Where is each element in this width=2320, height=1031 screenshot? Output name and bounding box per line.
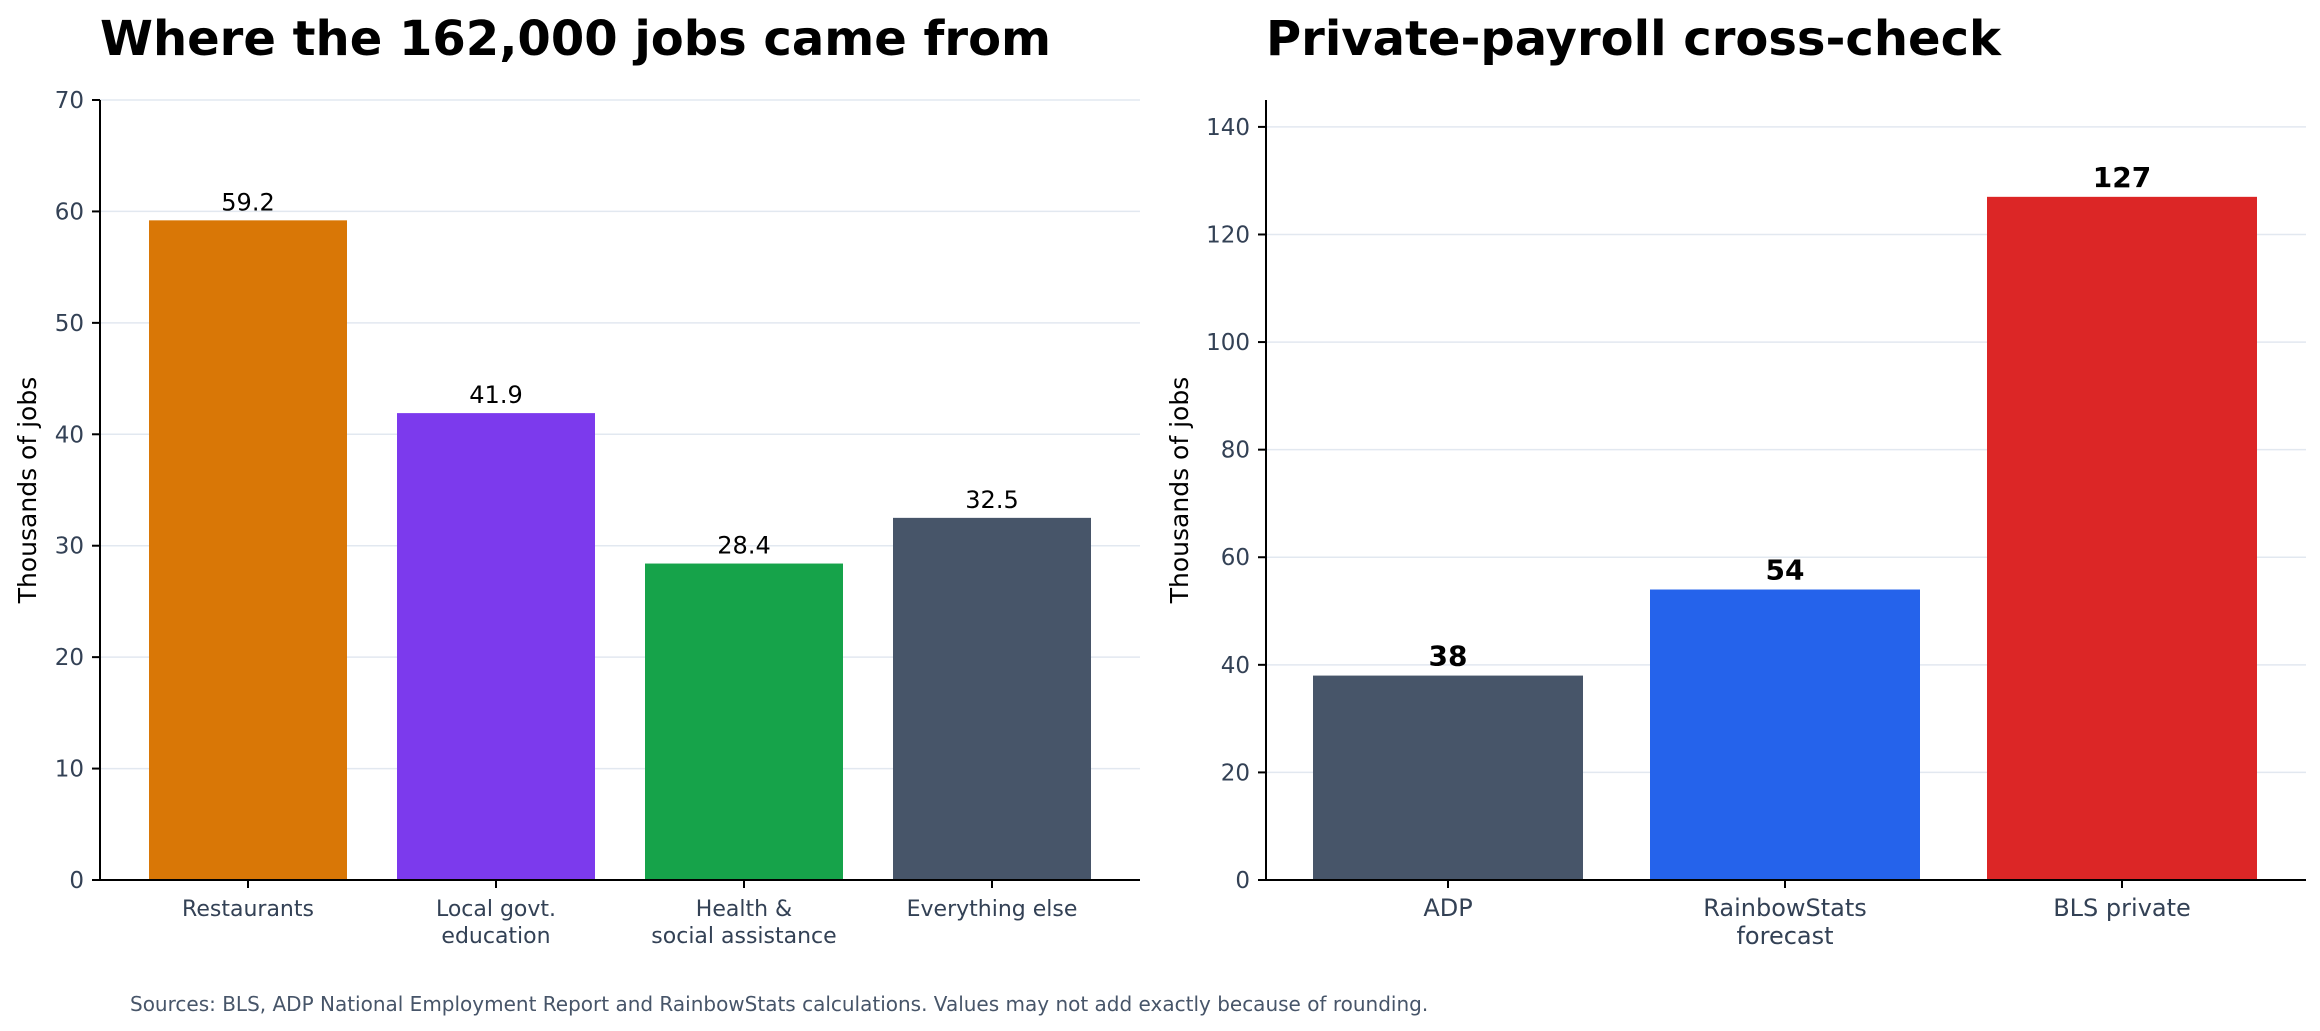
jobs-by-sector-chart: Where the 162,000 jobs came from 0 10 20 30 4… — [13, 11, 1140, 949]
bar-value-label: 54 — [1766, 554, 1805, 587]
x-tick-label-line: Health & — [696, 897, 792, 922]
x-tick-label-line: BLS private — [2053, 894, 2191, 922]
x-tick-label: Health & social assistance — [651, 897, 836, 949]
x-tick-label: Everything else — [907, 897, 1078, 922]
y-tick-label: 60 — [1221, 545, 1250, 571]
x-tick-label: BLS private — [2053, 894, 2191, 922]
x-tick-label: Restaurants — [182, 897, 314, 922]
y-axis-label: Thousands of jobs — [13, 377, 42, 604]
x-tick-label: Local govt. education — [436, 897, 556, 949]
y-tick-label: 40 — [1221, 653, 1250, 679]
bar-1 — [1650, 589, 1920, 880]
y-tick-label: 20 — [55, 645, 84, 671]
x-tick-label-line: social assistance — [651, 924, 836, 949]
x-tick-label: ADP — [1423, 894, 1472, 922]
bar-0 — [1313, 675, 1583, 880]
x-tick-label-line: education — [441, 924, 550, 949]
bar-2 — [645, 563, 843, 880]
bar-0 — [149, 220, 347, 881]
x-tick-label-line: ADP — [1423, 894, 1472, 922]
y-tick-label: 20 — [1221, 760, 1250, 786]
bar-1 — [397, 413, 595, 880]
y-tick-label: 70 — [55, 88, 84, 114]
x-tick-label-line: Everything else — [907, 897, 1078, 922]
y-tick-label: 30 — [55, 534, 84, 560]
bar-2 — [1987, 196, 2257, 881]
y-tick-label: 80 — [1221, 438, 1250, 464]
bar-value-label: 59.2 — [221, 188, 274, 216]
bar-value-label: 28.4 — [717, 532, 770, 560]
y-tick-label: 140 — [1206, 115, 1250, 141]
x-tick-label-line: RainbowStats — [1703, 894, 1867, 922]
x-tick-label: RainbowStats forecast — [1703, 894, 1867, 950]
y-axis-label: Thousands of jobs — [1165, 377, 1194, 604]
private-payroll-chart: Private-payroll cross-check 0 20 40 60 80 100 1… — [1165, 11, 2306, 950]
y-tick-label: 120 — [1206, 222, 1250, 248]
x-tick-label-line: forecast — [1736, 922, 1833, 950]
bar-value-label: 41.9 — [469, 381, 522, 409]
chart-title: Private-payroll cross-check — [1266, 11, 2002, 67]
y-tick-label: 100 — [1206, 330, 1250, 356]
y-tick-label: 10 — [55, 757, 84, 783]
y-tick-label: 40 — [55, 422, 84, 448]
bar-value-label: 38 — [1429, 640, 1468, 673]
y-tick-label: 0 — [69, 868, 84, 894]
y-tick-label: 0 — [1235, 868, 1250, 894]
bar-value-label: 32.5 — [965, 486, 1018, 514]
x-tick-label-line: Local govt. — [436, 897, 556, 922]
y-tick-label: 60 — [55, 199, 84, 225]
y-tick-label: 50 — [55, 311, 84, 337]
chart-title: Where the 162,000 jobs came from — [100, 11, 1051, 67]
x-tick-label-line: Restaurants — [182, 897, 314, 922]
bar-value-label: 127 — [2093, 161, 2151, 194]
source-note: Sources: BLS, ADP National Employment Re… — [130, 992, 1428, 1016]
bar-3 — [893, 517, 1091, 880]
